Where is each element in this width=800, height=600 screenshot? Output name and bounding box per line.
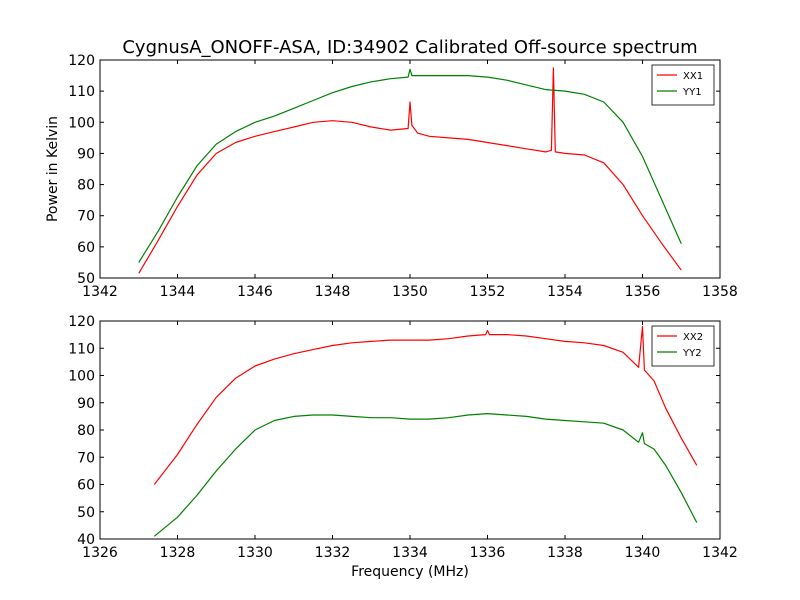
bottom-panel: 1326 1328 1330 1332 1334 1336 1338 1340 1342 40 50… [68, 314, 738, 561]
x-tick-label: 1332 [315, 545, 351, 561]
x-tick-label: 1326 [82, 545, 118, 561]
x-tick-label: 1336 [470, 545, 506, 561]
y-tick-label: 70 [77, 450, 95, 466]
y-tick-label: 80 [77, 178, 95, 194]
x-tick-label: 1358 [702, 284, 738, 300]
chart-title: CygnusA_ONOFF-ASA, ID:34902 Calibrated O… [122, 37, 697, 58]
y-tick-label: 110 [68, 84, 95, 100]
x-tick-label: 1350 [392, 284, 428, 300]
x-tick-label: 1342 [82, 284, 118, 300]
legend-label: XX2 [683, 332, 703, 343]
y-tick-label: 90 [77, 396, 95, 412]
x-tick-label: 1338 [547, 545, 583, 561]
x-tick-label: 1354 [547, 284, 583, 300]
y-tick-label: 50 [77, 505, 95, 521]
x-tick-label: 1346 [237, 284, 273, 300]
legend-label: YY1 [682, 87, 702, 98]
y-tick-label: 120 [68, 314, 95, 330]
x-tick-label: 1328 [160, 545, 196, 561]
x-axis-label-bottom: Frequency (MHz) [351, 564, 469, 580]
y-axis-label-top: Power in Kelvin [45, 116, 61, 222]
x-tick-label: 1340 [625, 545, 661, 561]
x-tick-label: 1344 [160, 284, 196, 300]
x-tick-label: 1330 [237, 545, 273, 561]
y-tick-label: 100 [68, 369, 95, 385]
x-tick-label: 1352 [470, 284, 506, 300]
legend-box [651, 325, 715, 367]
y-tick-label: 120 [68, 53, 95, 69]
legend-label: YY2 [682, 348, 702, 359]
series-line-xx1 [138, 67, 682, 274]
legend-label: XX1 [683, 71, 703, 82]
legend-box [651, 64, 715, 106]
series-line-yy1 [138, 68, 682, 263]
y-tick-label: 60 [77, 478, 95, 494]
top-panel: 1342 1344 1346 1348 1350 1352 1354 1356 1358 50 60… [68, 53, 738, 300]
x-tick-label: 1348 [315, 284, 351, 300]
x-tick-label: 1342 [702, 545, 738, 561]
y-tick-label: 100 [68, 115, 95, 131]
y-tick-label: 70 [77, 209, 95, 225]
series-line-yy2 [153, 413, 698, 537]
y-tick-label: 50 [77, 271, 95, 287]
y-tick-label: 80 [77, 423, 95, 439]
y-tick-label: 90 [77, 146, 95, 162]
y-tick-label: 60 [77, 240, 95, 256]
x-tick-label: 1356 [625, 284, 661, 300]
y-tick-label: 40 [77, 532, 95, 548]
series-line-xx2 [153, 325, 698, 485]
y-tick-label: 110 [68, 341, 95, 357]
axes-frame [99, 59, 721, 279]
x-tick-label: 1334 [392, 545, 428, 561]
